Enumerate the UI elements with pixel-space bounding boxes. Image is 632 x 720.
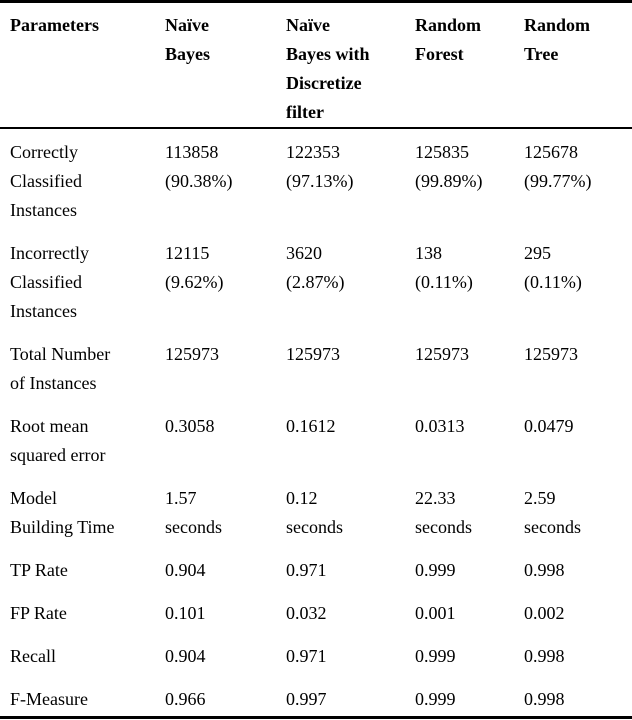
row-label: Incorrectly Classified Instances bbox=[10, 243, 89, 321]
cell-value: 12115 (9.62%) bbox=[165, 243, 224, 292]
cell-value: 0.998 bbox=[524, 689, 565, 709]
header-row: Parameters Naïve Bayes Naïve Bayes with … bbox=[0, 2, 632, 128]
cell-value: 0.971 bbox=[286, 560, 327, 580]
cell-value: 22.33 seconds bbox=[415, 488, 472, 537]
cell-value: 3620 (2.87%) bbox=[286, 243, 345, 292]
column-header-random-tree: Random Tree bbox=[524, 15, 591, 64]
cell-value: 0.971 bbox=[286, 646, 327, 666]
cell-value: 0.001 bbox=[415, 603, 456, 623]
row-label: Total Number of Instances bbox=[10, 344, 111, 393]
cell-value: 0.3058 bbox=[165, 416, 215, 436]
cell-value: 0.904 bbox=[165, 646, 206, 666]
cell-value: 113858 (90.38%) bbox=[165, 142, 233, 191]
row-label: F-Measure bbox=[10, 689, 88, 709]
column-header-random-forest: Random Forest bbox=[415, 15, 482, 64]
table-row-model-building-time: Model Building Time 1.57 seconds 0.12 se… bbox=[0, 475, 632, 547]
cell-value: 125973 bbox=[165, 344, 219, 364]
cell-value: 0.999 bbox=[415, 560, 456, 580]
cell-value: 125678 (99.77%) bbox=[524, 142, 592, 191]
cell-value: 295 (0.11%) bbox=[524, 243, 582, 292]
cell-value: 122353 (97.13%) bbox=[286, 142, 354, 191]
cell-value: 125973 bbox=[524, 344, 578, 364]
table-row-tp-rate: TP Rate 0.904 0.971 0.999 0.998 bbox=[0, 547, 632, 590]
column-header-naive-bayes-discretize: Naïve Bayes with Discretize filter bbox=[286, 15, 370, 122]
cell-value: 1.57 seconds bbox=[165, 488, 222, 537]
cell-value: 0.12 seconds bbox=[286, 488, 343, 537]
table-row-incorrectly-classified: Incorrectly Classified Instances 12115 (… bbox=[0, 230, 632, 331]
cell-value: 0.1612 bbox=[286, 416, 336, 436]
table-row-recall: Recall 0.904 0.971 0.999 0.998 bbox=[0, 633, 632, 676]
cell-value: 0.998 bbox=[524, 560, 565, 580]
cell-value: 0.101 bbox=[165, 603, 206, 623]
table-row-total-instances: Total Number of Instances 125973 125973 … bbox=[0, 331, 632, 403]
row-label: Root mean squared error bbox=[10, 416, 106, 465]
table-row-f-measure: F-Measure 0.966 0.997 0.999 0.998 bbox=[0, 676, 632, 718]
cell-value: 0.999 bbox=[415, 646, 456, 666]
row-label: FP Rate bbox=[10, 603, 67, 623]
table-row-fp-rate: FP Rate 0.101 0.032 0.001 0.002 bbox=[0, 590, 632, 633]
cell-value: 0.966 bbox=[165, 689, 206, 709]
cell-value: 0.0479 bbox=[524, 416, 574, 436]
row-label: Correctly Classified Instances bbox=[10, 142, 82, 220]
cell-value: 0.998 bbox=[524, 646, 565, 666]
row-label: Model Building Time bbox=[10, 488, 115, 537]
cell-value: 2.59 seconds bbox=[524, 488, 581, 537]
table-row-rmse: Root mean squared error 0.3058 0.1612 0.… bbox=[0, 403, 632, 475]
table-row-correctly-classified: Correctly Classified Instances 113858 (9… bbox=[0, 128, 632, 230]
cell-value: 0.0313 bbox=[415, 416, 465, 436]
row-label: Recall bbox=[10, 646, 56, 666]
cell-value: 125835 (99.89%) bbox=[415, 142, 483, 191]
cell-value: 0.032 bbox=[286, 603, 327, 623]
cell-value: 0.002 bbox=[524, 603, 565, 623]
cell-value: 0.997 bbox=[286, 689, 327, 709]
cell-value: 125973 bbox=[415, 344, 469, 364]
cell-value: 125973 bbox=[286, 344, 340, 364]
row-label: TP Rate bbox=[10, 560, 68, 580]
column-header-parameters: Parameters bbox=[10, 15, 99, 35]
cell-value: 138 (0.11%) bbox=[415, 243, 473, 292]
cell-value: 0.999 bbox=[415, 689, 456, 709]
cell-value: 0.904 bbox=[165, 560, 206, 580]
column-header-naive-bayes: Naïve Bayes bbox=[165, 15, 210, 64]
